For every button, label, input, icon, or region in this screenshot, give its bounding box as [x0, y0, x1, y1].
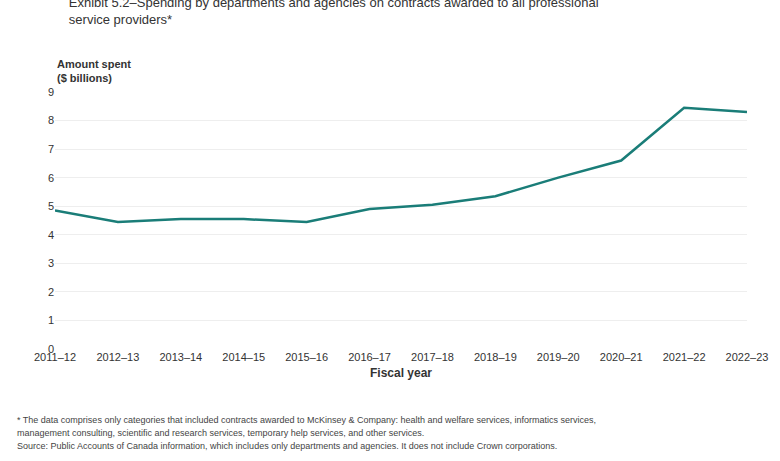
svg-text:8: 8 — [48, 114, 54, 126]
svg-text:Exhibit 5.2–Spending by depart: Exhibit 5.2–Spending by departments and … — [69, 0, 599, 27]
svg-text:2013–14: 2013–14 — [159, 351, 202, 363]
svg-text:management consulting, scienti: management consulting, scientific and re… — [17, 428, 424, 438]
svg-text:2022–23: 2022–23 — [726, 351, 769, 363]
svg-text:0: 0 — [48, 343, 54, 355]
svg-text:1: 1 — [48, 314, 54, 326]
svg-text:2012–13: 2012–13 — [96, 351, 139, 363]
svg-text:7: 7 — [48, 143, 54, 155]
svg-text:4: 4 — [48, 229, 54, 241]
svg-text:9: 9 — [48, 86, 54, 98]
svg-text:2018–19: 2018–19 — [474, 351, 517, 363]
svg-text:6: 6 — [48, 172, 54, 184]
svg-text:* The data comprises only cate: * The data comprises only categories tha… — [17, 415, 596, 425]
svg-text:2020–21: 2020–21 — [600, 351, 643, 363]
svg-text:Amount spent($ billions): Amount spent($ billions) — [57, 58, 131, 84]
svg-text:2021–22: 2021–22 — [663, 351, 706, 363]
svg-text:Fiscal year: Fiscal year — [370, 366, 432, 380]
svg-text:3: 3 — [48, 257, 54, 269]
svg-text:Source: Public Accounts of Can: Source: Public Accounts of Canada inform… — [17, 441, 557, 451]
svg-text:2: 2 — [48, 286, 54, 298]
svg-text:2019–20: 2019–20 — [537, 351, 580, 363]
svg-text:2011–12: 2011–12 — [34, 351, 76, 363]
svg-text:2014–15: 2014–15 — [222, 351, 265, 363]
svg-text:2015–16: 2015–16 — [285, 351, 328, 363]
svg-text:2017–18: 2017–18 — [411, 351, 454, 363]
svg-text:5: 5 — [48, 200, 54, 212]
svg-text:2016–17: 2016–17 — [348, 351, 391, 363]
